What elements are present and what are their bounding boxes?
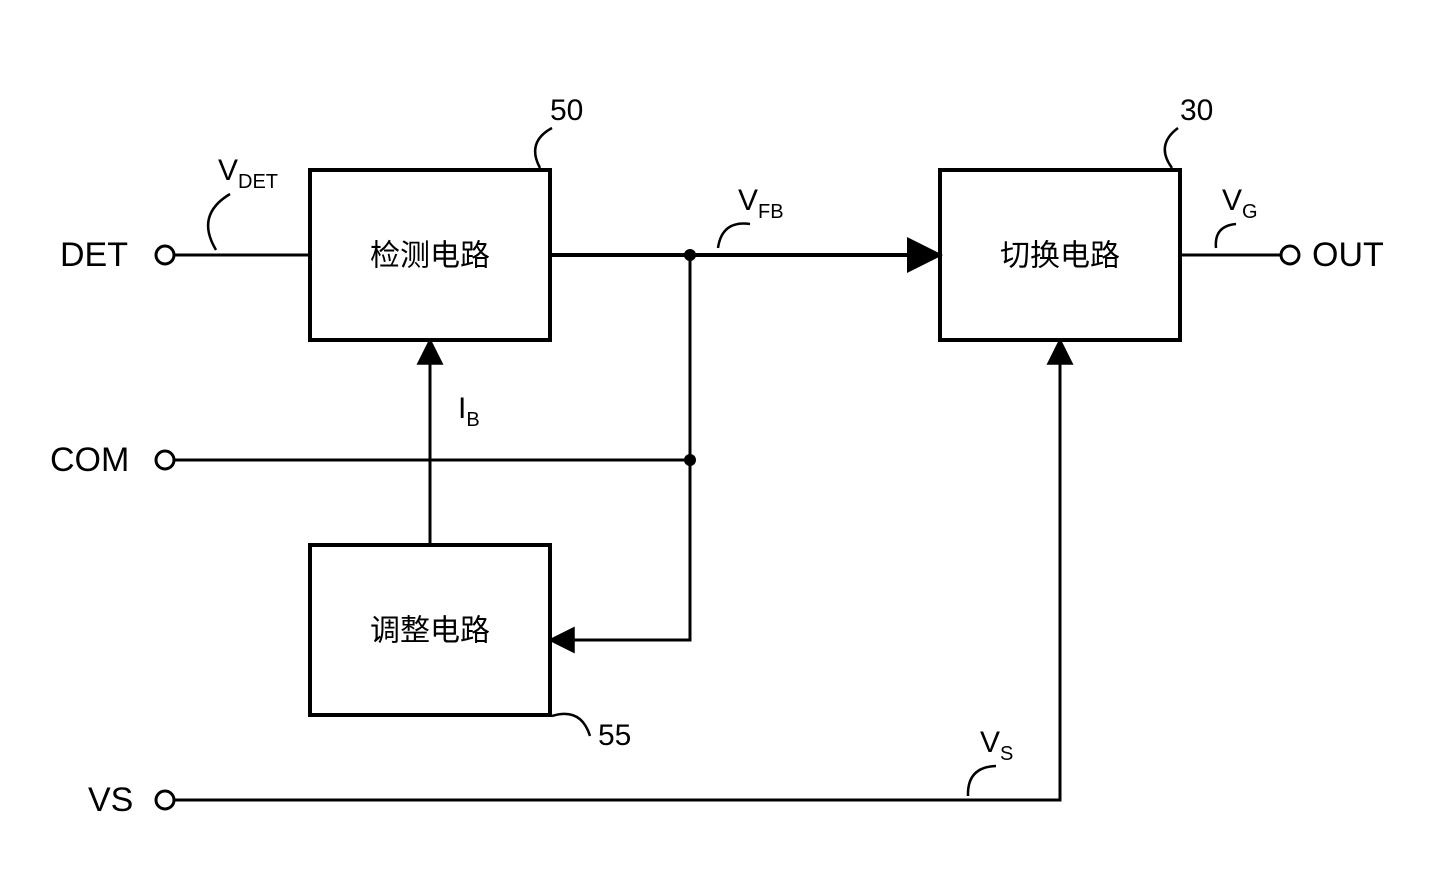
switch-ref-number: 30 <box>1180 94 1213 127</box>
adjust-block-label: 调整电路 <box>370 615 490 648</box>
switch-block-label: 切换电路 <box>1000 240 1120 273</box>
detect-block-label: 检测电路 <box>370 240 490 273</box>
terminal-label-vs: VS <box>88 781 133 819</box>
terminal-label-out: OUT <box>1312 236 1384 274</box>
adjust-ref-number: 55 <box>598 719 631 752</box>
terminal-vs <box>156 791 174 809</box>
signal-vg: VG <box>1222 184 1258 223</box>
signal-leader-vfb <box>718 224 750 249</box>
switch-ref-leader <box>1165 128 1178 168</box>
terminal-det <box>156 246 174 264</box>
block-diagram: 检测电路 50 切换电路 30 调整电路 55 DET COM VS OUT VDET VFB IB… <box>0 0 1439 880</box>
detect-ref-leader <box>535 128 552 168</box>
wire <box>550 255 690 640</box>
terminal-label-com: COM <box>50 441 129 479</box>
signal-ib: IB <box>458 392 480 431</box>
junction-dot <box>684 249 696 261</box>
terminals-layer: DET COM VS OUT <box>50 236 1384 819</box>
junction-dot <box>684 454 696 466</box>
signal-leader-vs <box>968 766 996 796</box>
signal-vfb: VFB <box>738 184 784 223</box>
adjust-ref-leader <box>552 714 590 736</box>
terminal-out <box>1281 246 1299 264</box>
signal-vs: VS <box>980 726 1013 765</box>
detect-ref-number: 50 <box>550 94 583 127</box>
wires-layer <box>174 255 1281 800</box>
boxes-layer: 检测电路 50 切换电路 30 调整电路 55 <box>310 94 1213 752</box>
terminal-com <box>156 451 174 469</box>
signal-leader-vdet <box>208 194 230 250</box>
terminal-label-det: DET <box>60 236 128 274</box>
signal-vdet: VDET <box>218 154 278 193</box>
signal-leader-vg <box>1216 224 1236 248</box>
